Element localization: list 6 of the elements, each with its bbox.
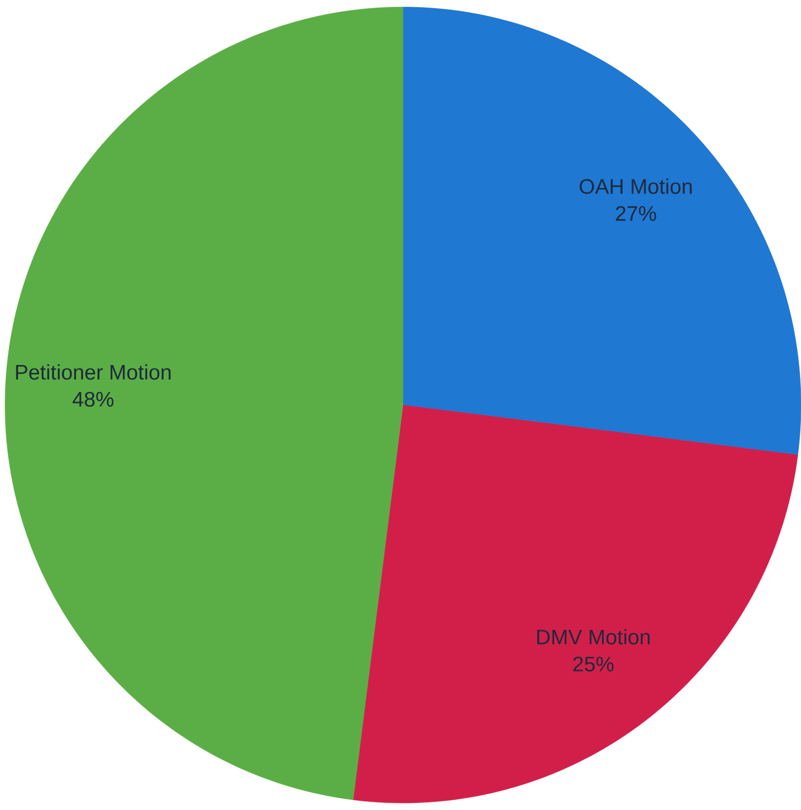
slice-label: DMV Motion bbox=[537, 629, 650, 644]
slice-label: OAH Motion bbox=[580, 178, 692, 194]
data-label: 25% bbox=[573, 656, 614, 672]
data-label: 48% bbox=[72, 392, 114, 407]
slice-label: Petitioner Motion bbox=[16, 364, 171, 380]
data-label: 27% bbox=[616, 206, 656, 221]
